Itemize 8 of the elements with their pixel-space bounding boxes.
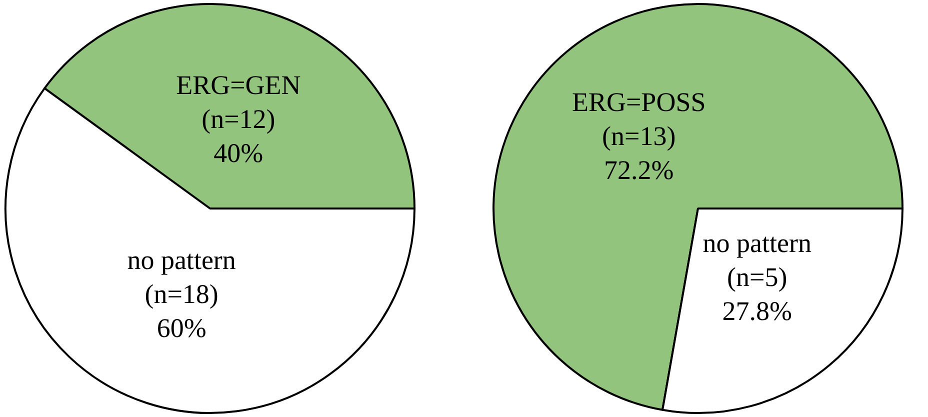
slice-label: ERG=GEN: [176, 70, 301, 100]
slice-label: no pattern: [127, 245, 236, 276]
slice-label: ERG=POSS: [572, 87, 706, 118]
data-label: (n=12) 40%: [202, 104, 276, 168]
data-label: (n=18) 60%: [144, 279, 218, 344]
slice-label: no pattern: [702, 228, 812, 258]
data-label: (n=13) 72.2%: [602, 121, 676, 186]
data-label: (n=5) 27.8%: [722, 262, 792, 326]
